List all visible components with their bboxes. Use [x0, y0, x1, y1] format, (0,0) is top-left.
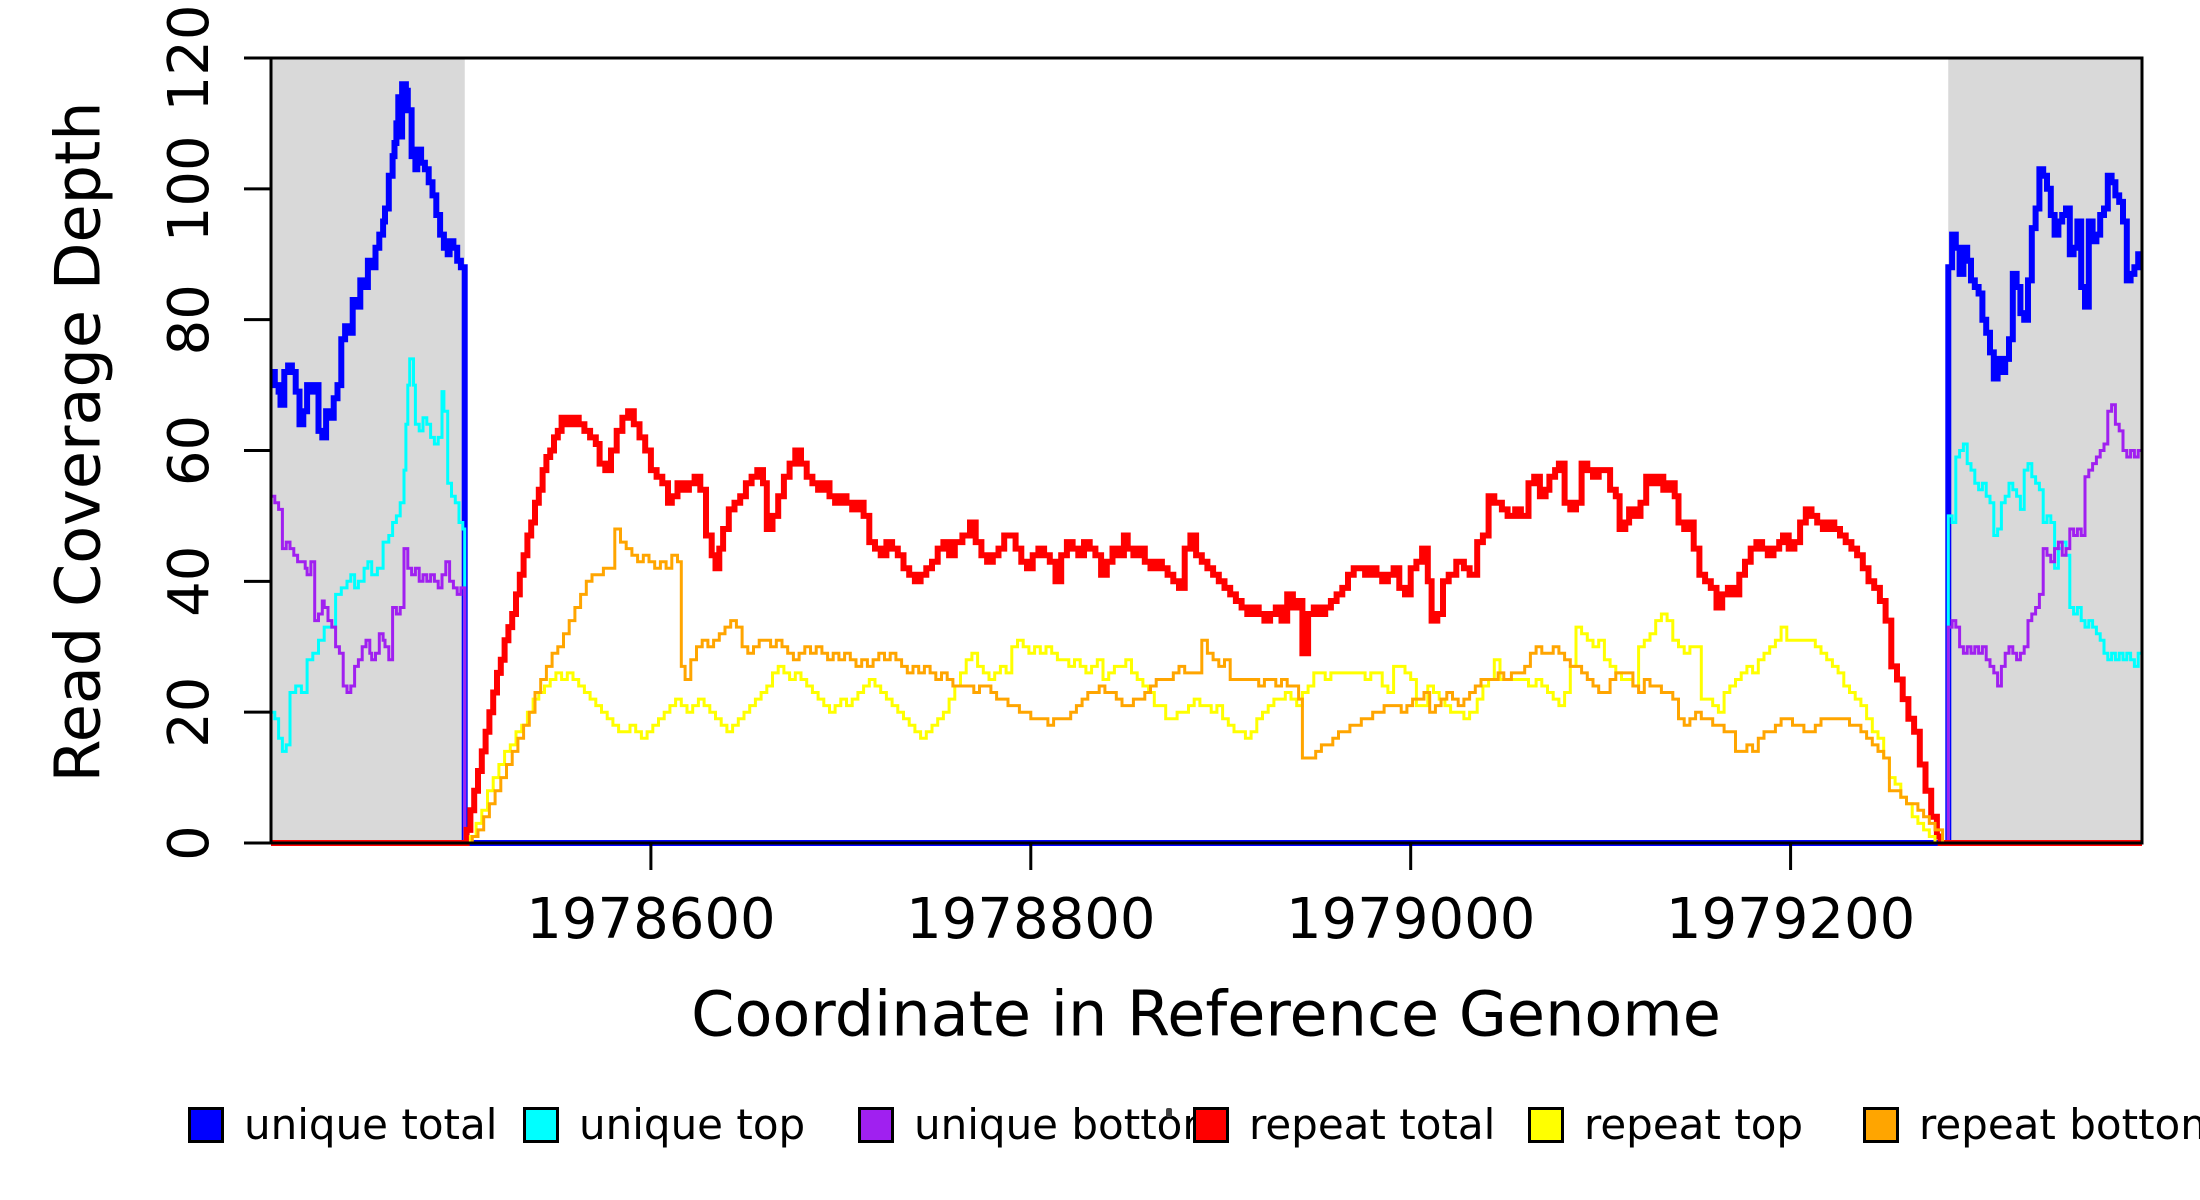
- x-tick-label: 1978800: [906, 887, 1155, 952]
- y-tick-label: 120: [157, 5, 222, 112]
- x-tick-label: 1979200: [1666, 887, 1915, 952]
- series-group: [271, 81, 2143, 846]
- x-tick-label: 1978600: [526, 887, 775, 952]
- series-unique-total: [271, 81, 2143, 846]
- series-repeat-top: [271, 612, 2142, 845]
- unique-region-band: [271, 58, 465, 843]
- x-axis-title: Coordinate in Reference Genome: [691, 977, 1721, 1051]
- series-repeat-bottom: [271, 527, 2142, 845]
- series-repeat-total: [271, 408, 2142, 846]
- y-axis-title: Read Coverage Depth: [41, 101, 115, 783]
- stray-mark: [1166, 1108, 1172, 1117]
- y-tick-label: 0: [157, 825, 222, 861]
- y-tick-label: 60: [157, 415, 222, 486]
- y-tick-label: 100: [157, 135, 222, 242]
- y-tick-label: 20: [157, 677, 222, 748]
- y-tick-label: 40: [157, 546, 222, 617]
- y-tick-label: 80: [157, 284, 222, 355]
- series-unique-top: [271, 357, 2143, 845]
- series-unique-bottom: [271, 403, 2143, 845]
- x-tick-label: 1979000: [1286, 887, 1535, 952]
